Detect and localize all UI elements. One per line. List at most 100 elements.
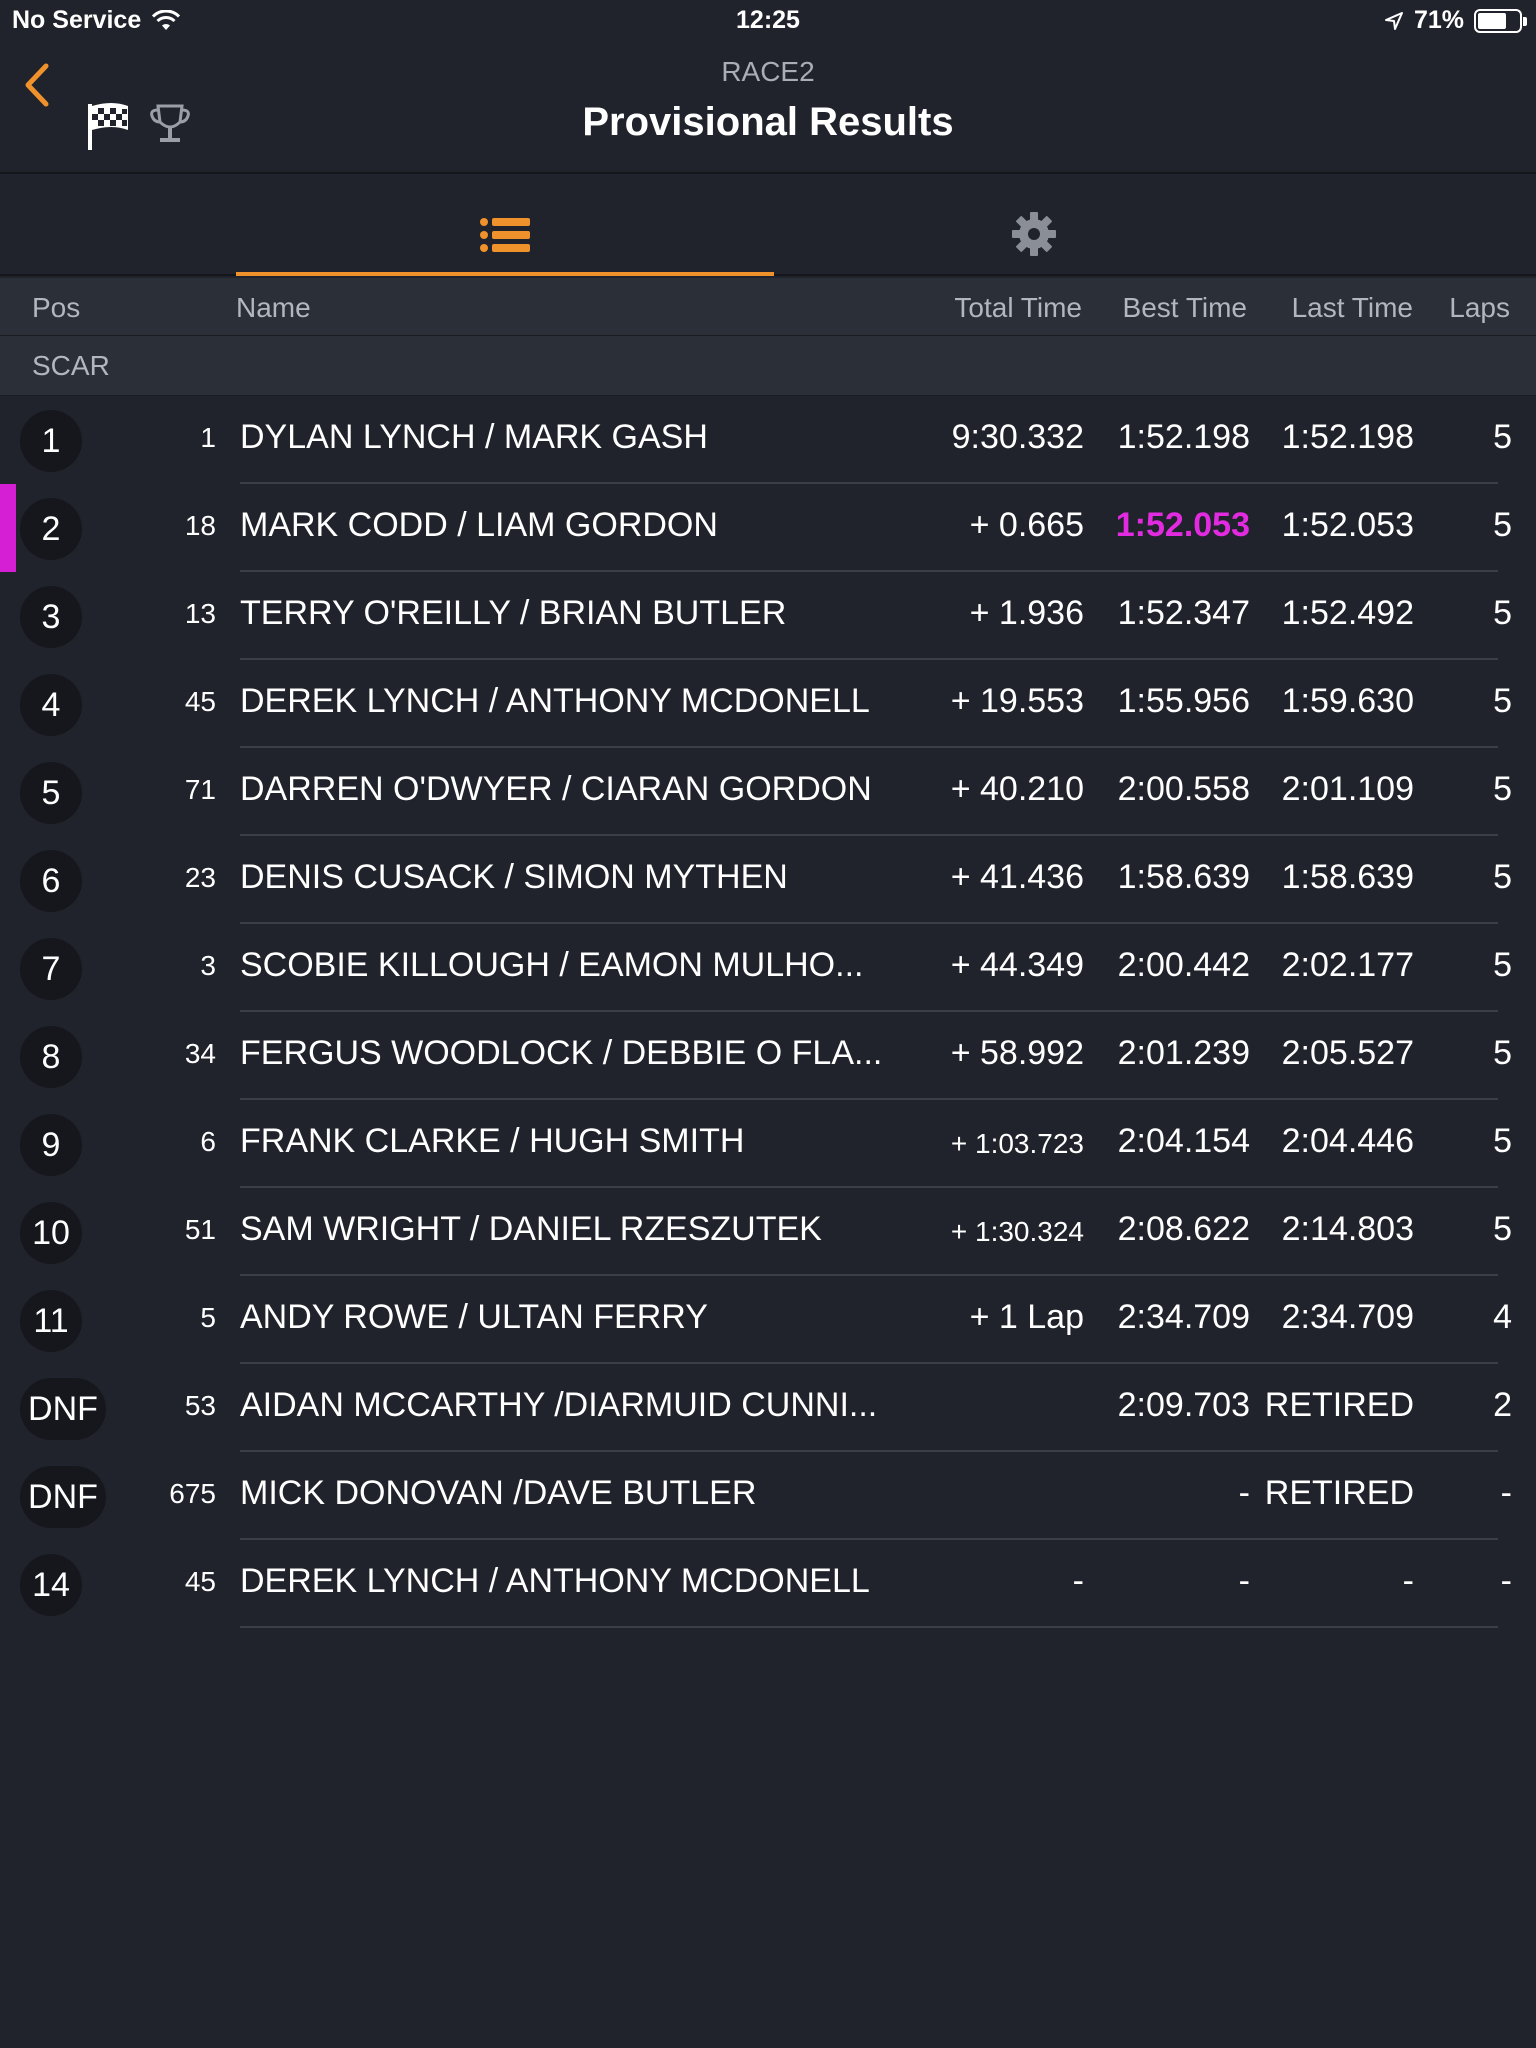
position-badge: 7: [20, 938, 82, 1000]
car-number: 675: [169, 1478, 216, 1509]
trophy-icon[interactable]: [148, 102, 192, 148]
last-time: -: [1402, 1562, 1414, 1600]
driver-names: MICK DONOVAN /DAVE BUTLER: [240, 1474, 757, 1512]
result-row[interactable]: 4 45 DEREK LYNCH / ANTHONY MCDONELL + 19.55…: [0, 660, 1536, 748]
total-time: + 19.553: [950, 682, 1084, 720]
best-time-fastest: 1:52.053: [1115, 506, 1250, 544]
page-title: Provisional Results: [582, 100, 954, 144]
laps-count: 5: [1493, 1034, 1512, 1072]
position-badge: 6: [20, 850, 82, 912]
result-row[interactable]: 8 34 FERGUS WOODLOCK / DEBBIE O FLA... + 58…: [0, 1012, 1536, 1100]
car-number: 45: [184, 1566, 216, 1597]
best-time: 2:04.154: [1117, 1122, 1250, 1160]
battery-percent: 71%: [1413, 6, 1464, 34]
position-badge: 4: [20, 674, 82, 736]
position-badge: 3: [20, 586, 82, 648]
last-time: 1:59.630: [1281, 682, 1414, 720]
status-time: 12:25: [736, 6, 800, 34]
last-time: RETIRED: [1264, 1474, 1414, 1512]
result-row[interactable]: 6 23 DENIS CUSACK / SIMON MYTHEN + 41.436 1:…: [0, 836, 1536, 924]
laps-count: 5: [1493, 858, 1512, 896]
result-row[interactable]: 1 1 DYLAN LYNCH / MARK GASH 9:30.332 1:52.19…: [0, 396, 1536, 484]
last-time: 2:02.177: [1281, 946, 1414, 984]
carrier-label: No Service: [12, 6, 142, 34]
car-number: 23: [184, 862, 216, 893]
location-arrow-icon: [1384, 11, 1403, 30]
driver-names: TERRY O'REILLY / BRIAN BUTLER: [240, 594, 787, 632]
car-number: 18: [184, 510, 216, 541]
total-time: + 41.436: [950, 858, 1084, 896]
driver-names: FRANK CLARKE / HUGH SMITH: [240, 1122, 745, 1160]
driver-names: SCOBIE KILLOUGH / EAMON MULHO...: [240, 946, 864, 984]
position-badge: 14: [20, 1554, 82, 1616]
column-header: Pos Name Total Time Best Time Last Time …: [0, 278, 1536, 336]
class-group-header: SCAR: [0, 336, 1536, 396]
laps-count: -: [1500, 1474, 1512, 1512]
laps-count: 5: [1493, 682, 1512, 720]
best-time: 2:34.709: [1117, 1298, 1250, 1336]
position-badge: 9: [20, 1114, 82, 1176]
battery-icon: [1474, 8, 1527, 33]
car-number: 71: [184, 774, 216, 805]
nav-header: RACE2 Provisional Results: [0, 42, 1536, 174]
total-time: + 44.349: [950, 946, 1084, 984]
last-time: 2:05.527: [1281, 1034, 1414, 1072]
last-time: 1:52.053: [1281, 506, 1414, 544]
total-time: + 1:03.723: [950, 1128, 1084, 1159]
result-row[interactable]: 9 6 FRANK CLARKE / HUGH SMITH + 1:03.723 2:0…: [0, 1100, 1536, 1188]
laps-count: 5: [1493, 1210, 1512, 1248]
best-time: 2:01.239: [1117, 1034, 1250, 1072]
car-number: 3: [200, 950, 216, 981]
result-row[interactable]: 7 3 SCOBIE KILLOUGH / EAMON MULHO... + 44.3…: [0, 924, 1536, 1012]
back-button[interactable]: [16, 60, 66, 120]
laps-count: 5: [1493, 946, 1512, 984]
race-subtitle: RACE2: [721, 56, 815, 87]
laps-count: -: [1500, 1562, 1512, 1600]
best-time: 1:58.639: [1117, 858, 1250, 896]
result-row[interactable]: 2 18 MARK CODD / LIAM GORDON + 0.665 1:52.05…: [0, 484, 1536, 572]
results-list: 1 1 DYLAN LYNCH / MARK GASH 9:30.332 1:52.19…: [0, 396, 1536, 1628]
result-row[interactable]: DNF 675 MICK DONOVAN /DAVE BUTLER - RETIRED -: [0, 1452, 1536, 1540]
driver-names: DARREN O'DWYER / CIARAN GORDON: [240, 770, 872, 808]
last-time: 1:52.492: [1281, 594, 1414, 632]
result-row[interactable]: 11 5 ANDY ROWE / ULTAN FERRY + 1 Lap 2:34.70…: [0, 1276, 1536, 1364]
last-time: RETIRED: [1264, 1386, 1414, 1424]
col-last-time: Last Time: [1291, 292, 1413, 323]
gear-icon: [1012, 212, 1056, 256]
chevron-left-icon: [25, 63, 49, 107]
car-number: 45: [184, 686, 216, 717]
best-time: 2:09.703: [1117, 1386, 1250, 1424]
laps-count: 5: [1493, 506, 1512, 544]
best-time: 1:55.956: [1117, 682, 1250, 720]
tab-results-list[interactable]: [236, 176, 774, 276]
checkered-flag-icon[interactable]: [86, 100, 132, 152]
status-right: 71%: [1384, 6, 1527, 35]
car-number: 1: [200, 422, 216, 453]
last-time: 2:14.803: [1281, 1210, 1414, 1248]
total-time: + 1 Lap: [969, 1298, 1084, 1336]
result-row[interactable]: 10 51 SAM WRIGHT / DANIEL RZESZUTEK + 1:30.…: [0, 1188, 1536, 1276]
fastest-lap-marker: [0, 484, 16, 572]
laps-count: 5: [1493, 594, 1512, 632]
laps-count: 4: [1493, 1298, 1512, 1336]
best-time: 1:52.198: [1117, 418, 1250, 456]
car-number: 34: [184, 1038, 216, 1069]
total-time: 9:30.332: [951, 418, 1084, 456]
driver-names: SAM WRIGHT / DANIEL RZESZUTEK: [240, 1210, 822, 1248]
total-time: + 58.992: [950, 1034, 1084, 1072]
result-row[interactable]: 14 45 DEREK LYNCH / ANTHONY MCDONELL - - - -: [0, 1540, 1536, 1628]
col-pos: Pos: [32, 292, 81, 323]
position-badge: DNF: [20, 1378, 106, 1440]
last-time: 2:04.446: [1281, 1122, 1414, 1160]
position-badge: 2: [20, 498, 82, 560]
driver-names: FERGUS WOODLOCK / DEBBIE O FLA...: [240, 1034, 883, 1072]
best-time: -: [1238, 1474, 1250, 1512]
result-row[interactable]: 3 13 TERRY O'REILLY / BRIAN BUTLER + 1.936 1…: [0, 572, 1536, 660]
result-row[interactable]: DNF 53 AIDAN MCCARTHY /DIARMUID CUNNI... 2:…: [0, 1364, 1536, 1452]
tab-settings[interactable]: [774, 176, 1294, 274]
car-number: 51: [184, 1214, 216, 1245]
list-icon: [480, 218, 530, 252]
last-time: 1:52.198: [1281, 418, 1414, 456]
result-row[interactable]: 5 71 DARREN O'DWYER / CIARAN GORDON + 40.21…: [0, 748, 1536, 836]
laps-count: 2: [1493, 1386, 1512, 1424]
